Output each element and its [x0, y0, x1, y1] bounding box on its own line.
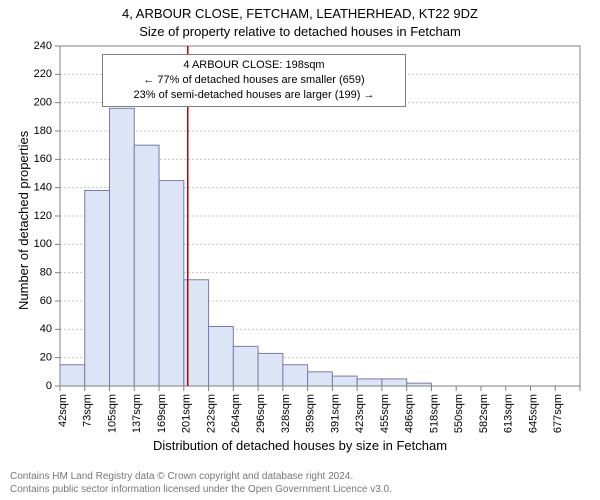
- svg-text:613sqm: 613sqm: [503, 394, 515, 433]
- svg-text:240: 240: [34, 40, 52, 52]
- svg-text:677sqm: 677sqm: [552, 394, 564, 433]
- svg-text:486sqm: 486sqm: [404, 394, 416, 433]
- svg-text:42sqm: 42sqm: [57, 394, 69, 427]
- svg-text:359sqm: 359sqm: [305, 394, 317, 433]
- svg-text:80: 80: [40, 267, 52, 279]
- svg-text:201sqm: 201sqm: [181, 394, 193, 433]
- svg-text:60: 60: [40, 295, 52, 307]
- footer-line-2: Contains public sector information licen…: [10, 483, 392, 496]
- x-axis-label: Distribution of detached houses by size …: [0, 438, 600, 453]
- svg-text:169sqm: 169sqm: [156, 394, 168, 433]
- svg-text:73sqm: 73sqm: [82, 394, 94, 427]
- svg-text:391sqm: 391sqm: [329, 394, 341, 433]
- svg-text:20: 20: [40, 352, 52, 364]
- svg-text:582sqm: 582sqm: [478, 394, 490, 433]
- svg-text:220: 220: [34, 68, 52, 80]
- annotation-line-1: 4 ARBOUR CLOSE: 198sqm: [109, 58, 399, 73]
- annotation-line-2: ← 77% of detached houses are smaller (65…: [109, 73, 399, 88]
- svg-text:200: 200: [34, 97, 52, 109]
- svg-text:518sqm: 518sqm: [428, 394, 440, 433]
- svg-text:180: 180: [34, 125, 52, 137]
- svg-text:264sqm: 264sqm: [230, 394, 242, 433]
- svg-text:105sqm: 105sqm: [106, 394, 118, 433]
- svg-text:100: 100: [34, 238, 52, 250]
- svg-text:160: 160: [34, 153, 52, 165]
- svg-text:232sqm: 232sqm: [205, 394, 217, 433]
- svg-text:120: 120: [34, 210, 52, 222]
- footer-attribution: Contains HM Land Registry data © Crown c…: [10, 470, 392, 496]
- annotation-box: 4 ARBOUR CLOSE: 198sqm ← 77% of detached…: [102, 54, 406, 107]
- svg-text:328sqm: 328sqm: [280, 394, 292, 433]
- svg-text:137sqm: 137sqm: [131, 394, 143, 433]
- svg-text:40: 40: [40, 323, 52, 335]
- annotation-line-3: 23% of semi-detached houses are larger (…: [109, 88, 399, 103]
- svg-text:140: 140: [34, 182, 52, 194]
- chart-root: 4, ARBOUR CLOSE, FETCHAM, LEATHERHEAD, K…: [0, 0, 600, 500]
- svg-text:455sqm: 455sqm: [379, 394, 391, 433]
- footer-line-1: Contains HM Land Registry data © Crown c…: [10, 470, 392, 483]
- svg-text:423sqm: 423sqm: [354, 394, 366, 433]
- svg-text:550sqm: 550sqm: [453, 394, 465, 433]
- svg-text:645sqm: 645sqm: [527, 394, 539, 433]
- y-axis-label: Number of detached properties: [16, 131, 31, 310]
- svg-text:0: 0: [46, 380, 52, 392]
- svg-text:296sqm: 296sqm: [255, 394, 267, 433]
